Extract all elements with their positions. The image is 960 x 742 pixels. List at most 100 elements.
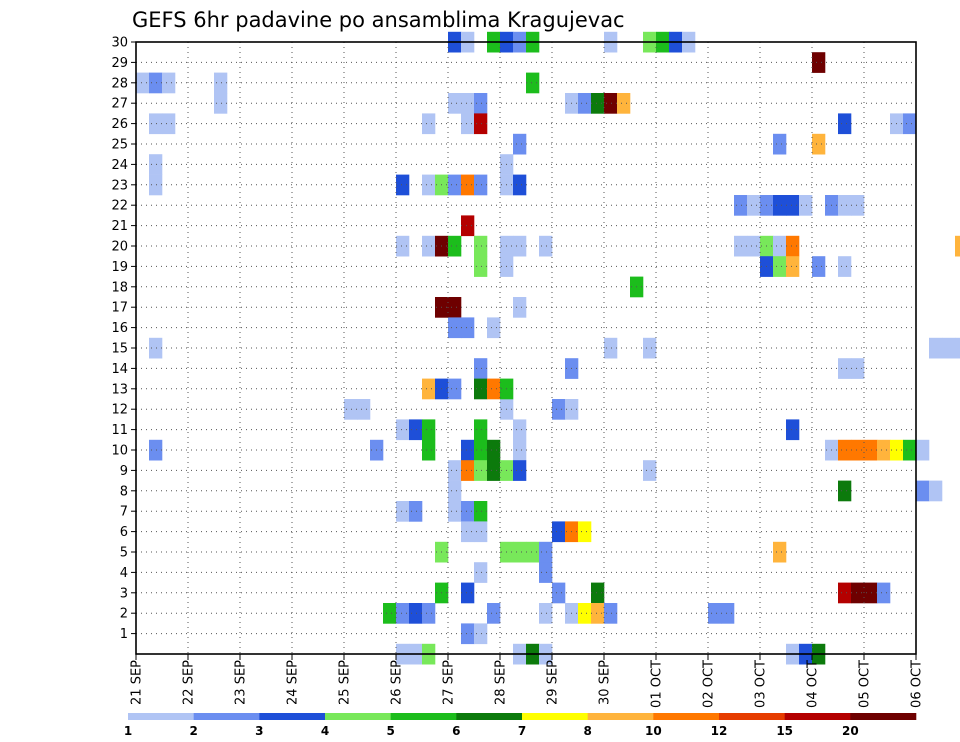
heatmap-cell [422, 439, 436, 461]
heatmap-cell [396, 419, 410, 441]
y-tick-label: 11 [111, 423, 128, 438]
y-tick-label: 2 [120, 607, 128, 622]
colorbar-segment [390, 713, 457, 720]
y-tick-label: 1 [120, 627, 128, 642]
heatmap-cell [474, 562, 488, 583]
y-tick-label: 21 [111, 219, 128, 234]
heatmap-cell [461, 521, 475, 543]
heatmap-cell [734, 195, 748, 216]
x-tick-label: 29 SEP [546, 660, 561, 705]
heatmap-cell [604, 93, 618, 114]
heatmap-cell [838, 358, 852, 379]
heatmap-cell [773, 133, 787, 155]
x-tick-label: 25 SEP [338, 660, 353, 705]
heatmap-cell [773, 256, 787, 277]
heatmap-cell [786, 235, 800, 257]
heatmap-cell [474, 623, 488, 645]
heatmap-cell [474, 419, 488, 441]
y-tick-label: 20 [111, 240, 128, 255]
heatmap-cell [149, 154, 163, 175]
y-tick-label: 22 [111, 199, 128, 214]
heatmap-cell [474, 460, 488, 481]
y-tick-label: 3 [120, 586, 128, 601]
heatmap-cell [162, 72, 176, 94]
x-tick-label: 04 OCT [806, 660, 821, 708]
colorbar-segment [456, 713, 523, 720]
heatmap-cell [942, 337, 956, 359]
heatmap-cell [591, 582, 605, 604]
heatmap-cell [461, 93, 475, 114]
heatmap-cell [916, 439, 930, 461]
colorbar-segment [193, 713, 260, 720]
heatmap-cell [487, 439, 501, 461]
heatmap-cell [747, 195, 761, 216]
y-tick-label: 12 [111, 403, 128, 418]
heatmap-cell [812, 52, 826, 73]
colorbar-segment [259, 713, 326, 720]
heatmap-cell [461, 623, 475, 645]
heatmap-cell [539, 603, 553, 624]
heatmap-cell [526, 72, 540, 94]
heatmap-cell [851, 195, 865, 216]
heatmap-cell [474, 235, 488, 257]
heatmap-cell [461, 174, 475, 196]
heatmap-cell [838, 113, 852, 135]
heatmap-cell [474, 439, 488, 461]
heatmap-cell [513, 297, 527, 318]
heatmap-cell [955, 337, 960, 359]
heatmap-cell [513, 460, 527, 481]
x-tick-label: 03 OCT [754, 660, 769, 708]
heatmap-cell [526, 541, 540, 563]
heatmap-cell [617, 93, 631, 114]
y-tick-label: 29 [111, 56, 128, 71]
heatmap-cell [396, 603, 410, 624]
heatmap-cell [409, 501, 423, 522]
heatmap-cell [344, 399, 358, 420]
heatmap-cell [851, 439, 865, 461]
heatmap-cell [383, 603, 397, 624]
y-tick-label: 5 [120, 546, 128, 561]
heatmap-cell [552, 582, 566, 604]
colorbar-tick-label: 3 [255, 724, 263, 738]
y-tick-label: 8 [120, 484, 128, 499]
heatmap-cell [773, 541, 787, 563]
y-tick-label: 25 [111, 138, 128, 153]
heatmap-cell [812, 133, 826, 155]
heatmap-cell [578, 521, 592, 543]
heatmap-cell [357, 399, 371, 420]
y-tick-label: 10 [111, 444, 128, 459]
heatmap-cell [929, 337, 943, 359]
heatmap-cell [552, 521, 566, 543]
x-tick-label: 24 SEP [286, 660, 301, 705]
heatmap-cell [422, 174, 436, 196]
heatmap-cell [461, 460, 475, 481]
colorbar-tick-label: 12 [711, 724, 728, 738]
colorbar-tick-label: 4 [321, 724, 329, 738]
heatmap-cell [409, 419, 423, 441]
heatmap-cell [214, 72, 228, 94]
heatmap-cell [448, 480, 462, 502]
heatmap-cell [474, 256, 488, 277]
x-tick-label: 22 SEP [182, 660, 197, 705]
heatmap-cell [461, 439, 475, 461]
heatmap-cell [851, 582, 865, 604]
y-tick-label: 26 [111, 117, 128, 132]
heatmap-cell [448, 378, 462, 400]
heatmap-cell [864, 582, 878, 604]
chart-title: GEFS 6hr padavine po ansamblima Kragujev… [132, 8, 625, 32]
x-axis-ticks: 21 SEP 22 SEP 23 SEP 24 SEP 25 SEP 26 SEP 27 S… [130, 654, 925, 708]
y-tick-label: 19 [111, 260, 128, 275]
heatmap-cell [487, 460, 501, 481]
heatmap-cell [422, 603, 436, 624]
x-tick-label: 26 SEP [390, 660, 405, 705]
heatmap-cell [539, 541, 553, 563]
x-tick-label: 05 OCT [858, 660, 873, 708]
x-tick-label: 01 OCT [650, 660, 665, 708]
heatmap-cell [149, 337, 163, 359]
colorbar-segment [128, 713, 194, 720]
colorbar-tick-label: 20 [842, 724, 859, 738]
heatmap-cell [149, 113, 163, 135]
heatmap-cell [513, 133, 527, 155]
heatmap-cell [643, 337, 657, 359]
